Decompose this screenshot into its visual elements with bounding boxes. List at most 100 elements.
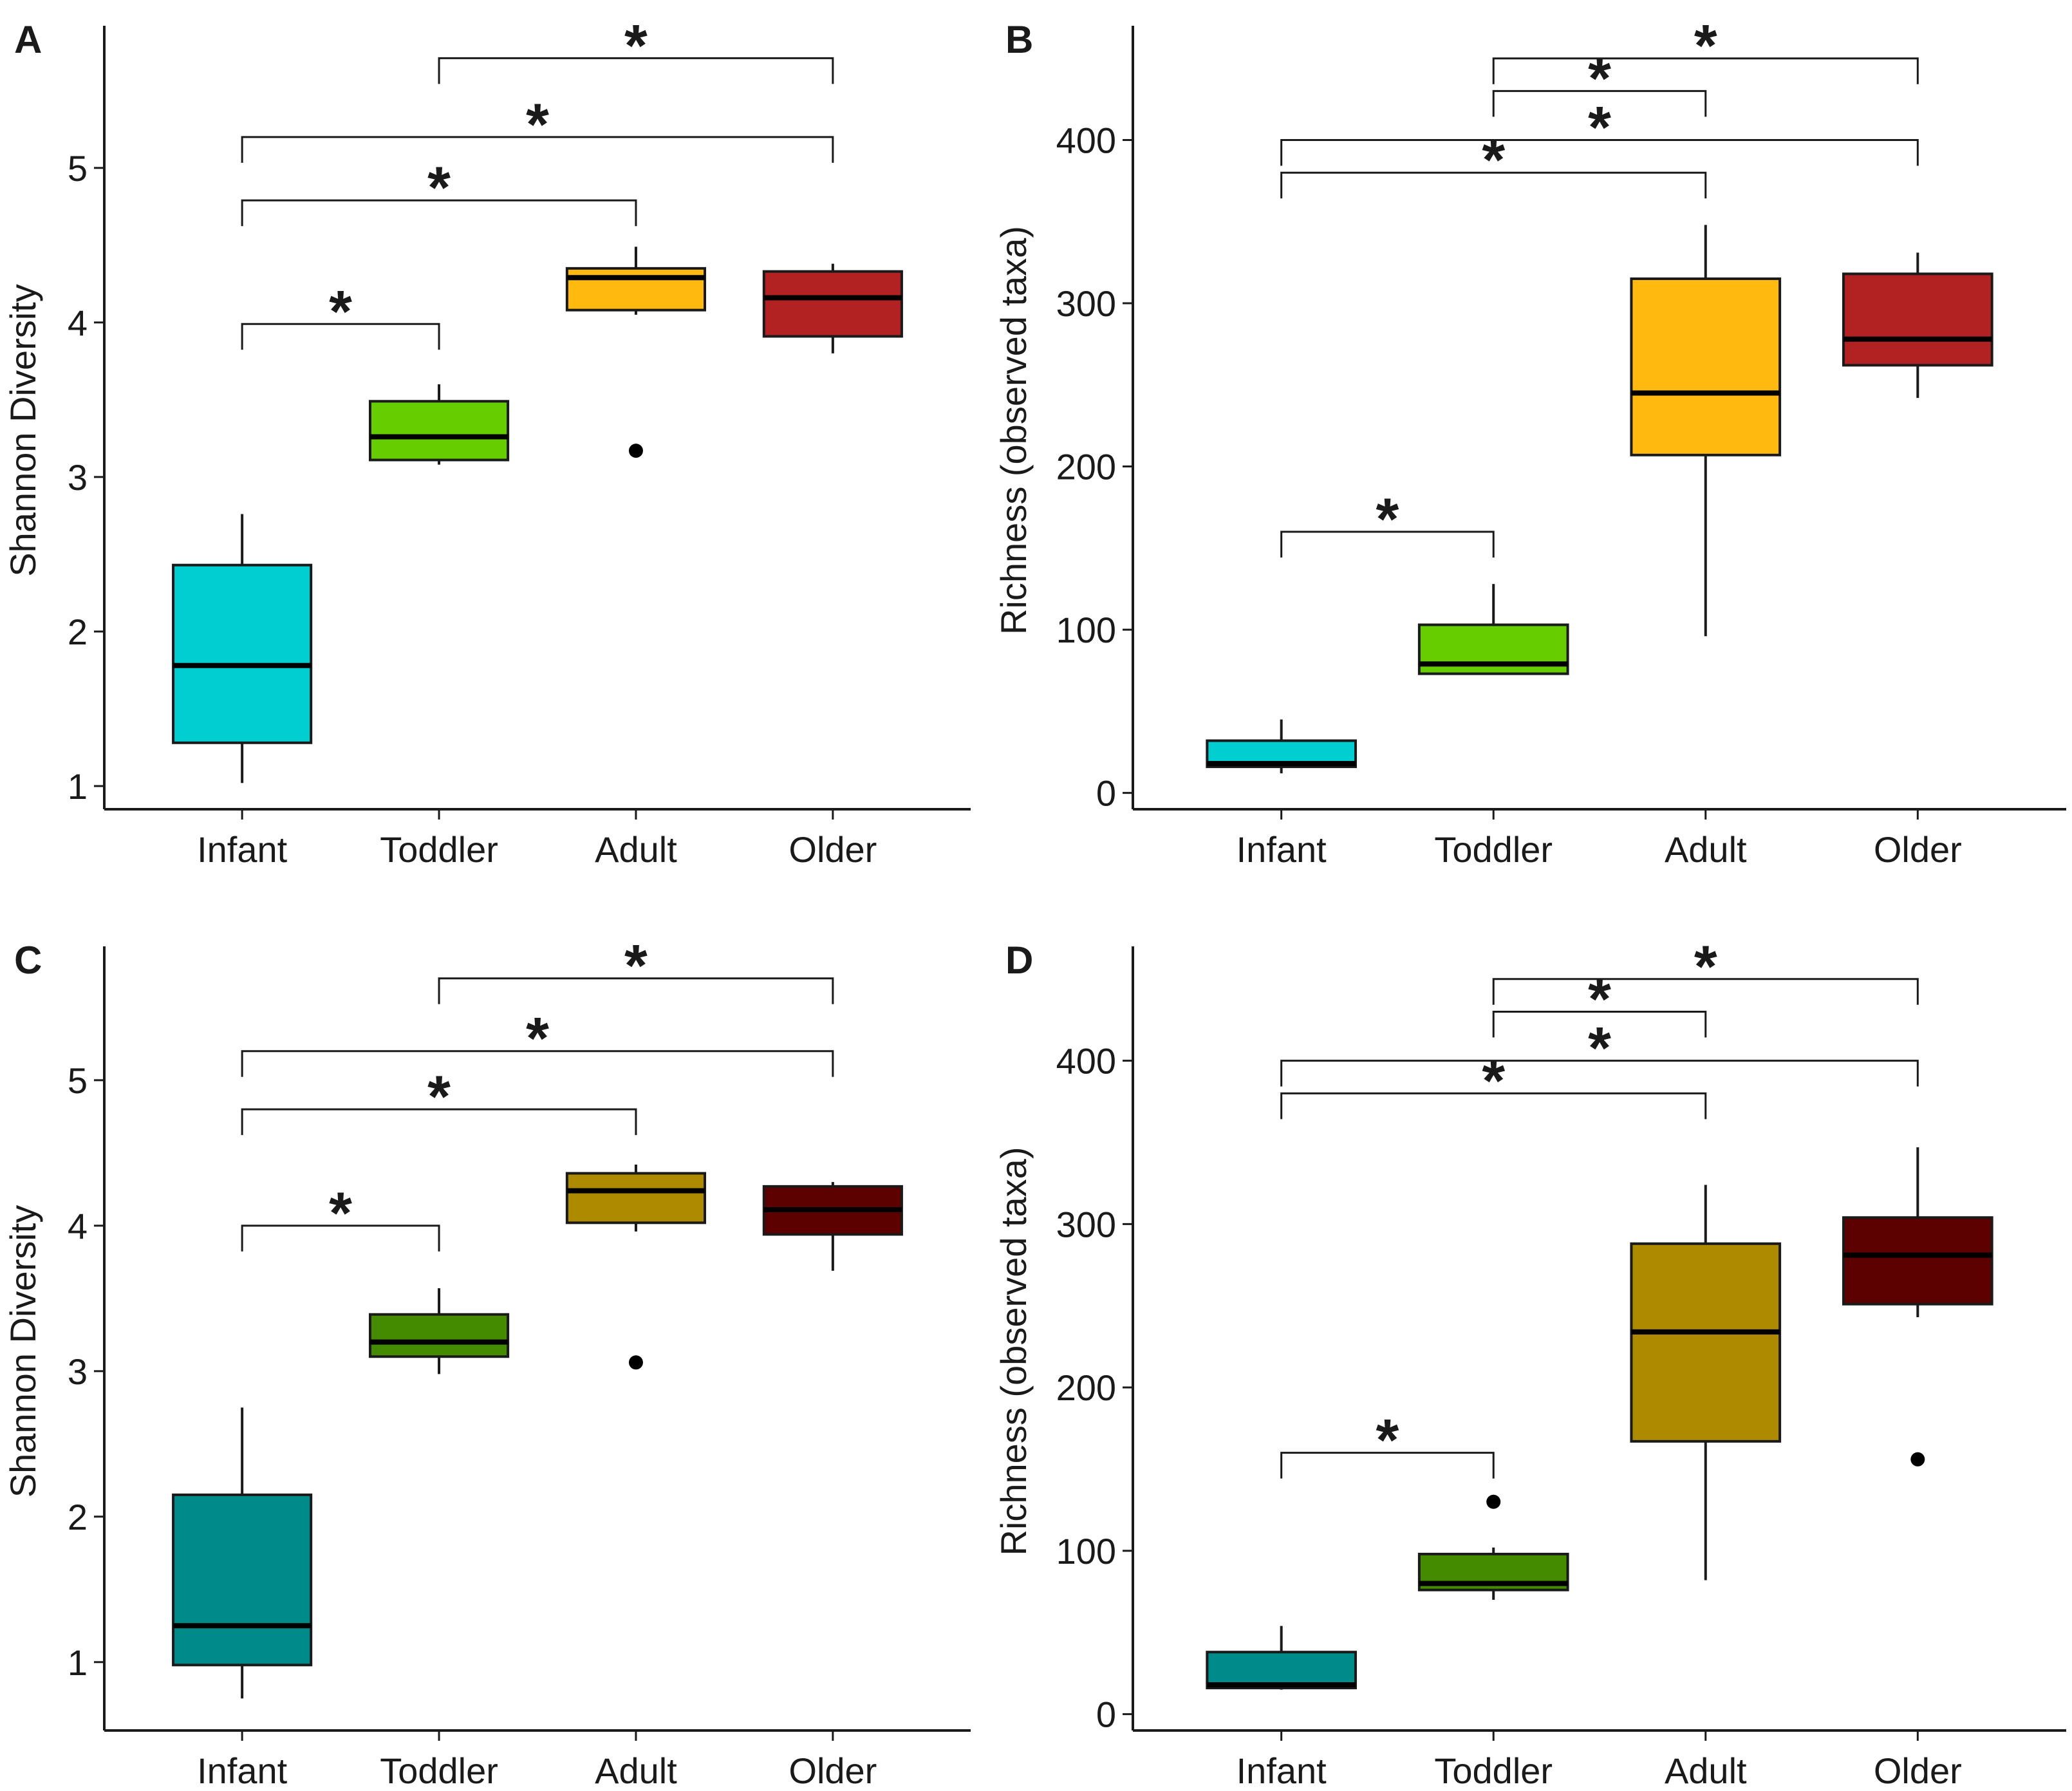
box-older: [1842, 1147, 1993, 1467]
y-tick-label: 5: [68, 1060, 88, 1101]
sig-bracket-infant-toddler: *: [241, 279, 440, 350]
box-iqr: [172, 563, 313, 744]
outlier-point: [1910, 1452, 1925, 1467]
x-tick-label-adult: Adult: [1665, 829, 1747, 870]
sig-bracket-infant-adult: *: [1280, 1048, 1707, 1120]
bracket-line: [1280, 171, 1707, 199]
x-tick-label-older: Older: [1874, 1750, 1962, 1791]
sig-bracket-toddler-older: *: [438, 13, 834, 84]
sig-bracket-toddler-older: *: [1492, 14, 1919, 84]
box-iqr: [1842, 1216, 1993, 1306]
y-tick-label: 4: [68, 303, 88, 343]
x-tick-label-infant: Infant: [197, 1750, 288, 1791]
bracket-line: [241, 1224, 440, 1252]
y-tick-label: 300: [1056, 283, 1116, 324]
significance-star: *: [1588, 967, 1611, 1033]
box-iqr: [1630, 1242, 1782, 1443]
bracket-line: [1492, 89, 1707, 117]
y-tick-label: 4: [68, 1206, 88, 1246]
significance-star: *: [329, 1181, 352, 1246]
y-tick-label: 300: [1056, 1204, 1116, 1244]
x-tick-label-toddler: Toddler: [380, 1750, 498, 1791]
box-older: [762, 263, 903, 353]
x-tick-label-older: Older: [789, 829, 877, 870]
significance-star: *: [427, 1064, 451, 1130]
box-adult: [1630, 1185, 1782, 1580]
box-toddler: [368, 1288, 510, 1374]
sig-bracket-infant-toddler: *: [1280, 487, 1495, 558]
significance-star: *: [1588, 95, 1611, 160]
bracket-line: [1492, 1011, 1707, 1038]
outlier-point: [1486, 1494, 1501, 1509]
sig-bracket-toddler-adult: *: [1492, 46, 1707, 117]
y-axis-title: Shannon Diversity: [3, 284, 43, 576]
significance-star: *: [1694, 14, 1717, 79]
y-tick-label: 200: [1056, 447, 1116, 487]
box-older: [762, 1182, 903, 1271]
box-toddler: [1417, 1494, 1569, 1600]
bracket-line: [241, 199, 637, 227]
sig-bracket-infant-older: *: [1280, 1016, 1919, 1087]
box-iqr: [1206, 1651, 1358, 1690]
y-tick-label: 100: [1056, 610, 1116, 650]
y-tick-label: 3: [68, 457, 88, 498]
y-tick-label: 0: [1096, 773, 1116, 814]
y-tick-label: 1: [68, 766, 88, 807]
x-tick-label-toddler: Toddler: [380, 829, 498, 870]
bracket-line: [1492, 57, 1919, 84]
sig-bracket-toddler-older: *: [1492, 934, 1919, 1005]
sig-bracket-infant-toddler: *: [241, 1181, 440, 1252]
sig-bracket-toddler-adult: *: [1492, 967, 1707, 1038]
box-toddler: [368, 384, 510, 465]
x-tick-label-infant: Infant: [1237, 829, 1327, 870]
panel-b: 0 100 200 300 400 Infant Toddler Adult Older Rich…: [993, 14, 2066, 870]
box-iqr: [565, 1172, 707, 1224]
box-adult: [565, 1164, 707, 1370]
significance-star: *: [1588, 1016, 1611, 1082]
y-tick-label: 400: [1056, 120, 1116, 160]
x-tick-label-infant: Infant: [197, 829, 288, 870]
bracket-line: [1280, 138, 1919, 166]
sig-bracket-infant-older: *: [241, 92, 834, 163]
sig-bracket-infant-older: *: [241, 1006, 834, 1077]
box-infant: [1206, 719, 1358, 774]
significance-star: *: [427, 155, 451, 221]
y-axis-title: Richness (observed taxa): [993, 226, 1034, 635]
x-tick-label-older: Older: [1874, 829, 1962, 870]
bracket-line: [1492, 978, 1919, 1005]
box-iqr: [762, 270, 903, 338]
bracket-line: [241, 136, 834, 163]
box-toddler: [1417, 584, 1569, 675]
y-tick-label: 3: [68, 1351, 88, 1392]
significance-star: *: [1588, 46, 1611, 111]
bracket-line: [1280, 530, 1495, 558]
box-iqr: [1842, 272, 1993, 367]
x-tick-label-toddler: Toddler: [1434, 1750, 1553, 1791]
sig-bracket-infant-older: *: [1280, 95, 1919, 166]
box-older: [1842, 252, 1993, 399]
panel-letter: A: [14, 18, 42, 61]
y-tick-label: 400: [1056, 1041, 1116, 1082]
sig-bracket-infant-toddler: *: [1280, 1408, 1495, 1479]
significance-star: *: [1694, 934, 1717, 1000]
significance-star: *: [1376, 1408, 1399, 1474]
sig-bracket-infant-adult: *: [1280, 127, 1707, 199]
box-iqr: [565, 267, 707, 312]
y-tick-label: 100: [1056, 1531, 1116, 1571]
y-axis-title: Richness (observed taxa): [993, 1147, 1034, 1556]
bracket-line: [241, 323, 440, 350]
box-infant: [1206, 1626, 1358, 1690]
x-tick-label-toddler: Toddler: [1434, 829, 1553, 870]
box-adult: [565, 247, 707, 458]
bracket-line: [438, 977, 834, 1004]
box-infant: [172, 1407, 313, 1699]
y-axis-title: Shannon Diversity: [3, 1205, 43, 1497]
significance-star: *: [329, 279, 352, 344]
y-tick-label: 0: [1096, 1694, 1116, 1735]
box-adult: [1630, 225, 1782, 637]
panel-letter: C: [14, 939, 42, 982]
panel-letter: B: [1005, 18, 1033, 61]
significance-star: *: [1376, 487, 1399, 552]
bracket-line: [1280, 1092, 1707, 1120]
